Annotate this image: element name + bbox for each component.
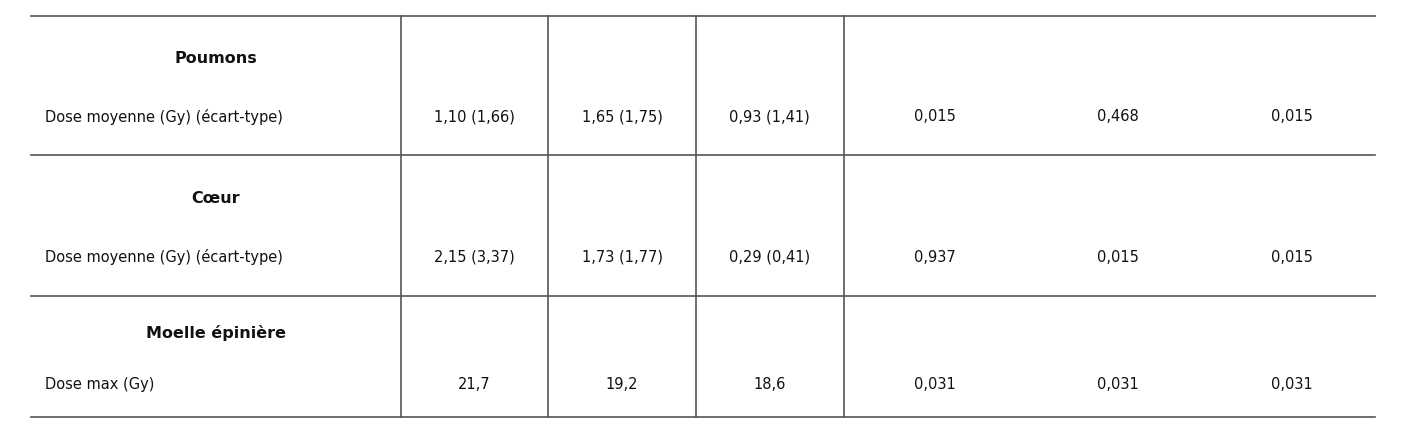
Text: 1,65 (1,75): 1,65 (1,75): [582, 109, 662, 124]
Text: 0,015: 0,015: [1271, 249, 1313, 264]
Text: 0,937: 0,937: [914, 249, 956, 264]
Text: Dose max (Gy): Dose max (Gy): [45, 376, 155, 391]
Text: 0,015: 0,015: [1271, 109, 1313, 124]
Text: 0,93 (1,41): 0,93 (1,41): [730, 109, 810, 124]
Text: Dose moyenne (Gy) (écart-type): Dose moyenne (Gy) (écart-type): [45, 249, 283, 265]
Text: 0,015: 0,015: [1097, 249, 1139, 264]
Text: 2,15 (3,37): 2,15 (3,37): [434, 249, 515, 264]
Text: 18,6: 18,6: [754, 376, 786, 391]
Text: 19,2: 19,2: [606, 376, 638, 391]
Text: 0,031: 0,031: [1271, 376, 1313, 391]
Text: 0,015: 0,015: [914, 109, 956, 124]
Text: 0,031: 0,031: [1097, 376, 1139, 391]
Text: Dose moyenne (Gy) (écart-type): Dose moyenne (Gy) (écart-type): [45, 109, 283, 125]
Text: 21,7: 21,7: [458, 376, 491, 391]
Text: 1,73 (1,77): 1,73 (1,77): [582, 249, 662, 264]
Text: Poumons: Poumons: [174, 51, 257, 66]
Text: Cœur: Cœur: [191, 190, 240, 205]
Text: 0,29 (0,41): 0,29 (0,41): [730, 249, 810, 264]
Text: 0,468: 0,468: [1097, 109, 1139, 124]
Text: 0,031: 0,031: [914, 376, 956, 391]
Text: 1,10 (1,66): 1,10 (1,66): [434, 109, 515, 124]
Text: Moelle épinière: Moelle épinière: [146, 325, 285, 340]
